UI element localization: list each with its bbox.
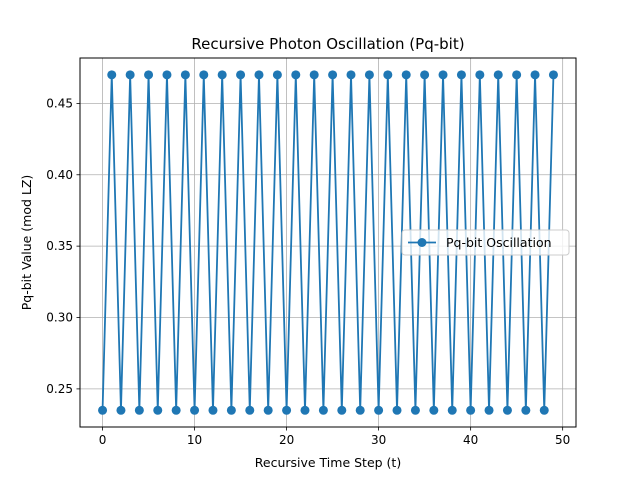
data-point-marker bbox=[309, 70, 319, 80]
data-point-marker bbox=[539, 405, 549, 415]
data-point-marker bbox=[226, 405, 236, 415]
data-point-marker bbox=[447, 405, 457, 415]
data-point-marker bbox=[493, 70, 503, 80]
data-point-marker bbox=[300, 405, 310, 415]
data-point-marker bbox=[190, 405, 200, 415]
legend: Pq-bit Oscillation bbox=[401, 229, 570, 256]
y-tick-label: 0.35 bbox=[46, 239, 73, 253]
data-point-marker bbox=[401, 70, 411, 80]
data-point-marker bbox=[254, 70, 264, 80]
legend-marker-swatch bbox=[417, 238, 427, 247]
data-point-marker bbox=[346, 70, 356, 80]
ticks: 0 10 20 30 40 50 0.25 0.30 0.35 0.40 0.45 bbox=[46, 96, 570, 447]
data-point-marker bbox=[530, 70, 540, 80]
data-point-marker bbox=[383, 70, 393, 80]
x-tick-label: 10 bbox=[187, 433, 202, 447]
data-point-marker bbox=[364, 70, 374, 80]
data-point-marker bbox=[180, 70, 190, 80]
data-point-marker bbox=[245, 405, 255, 415]
x-tick-label: 20 bbox=[279, 433, 294, 447]
data-point-marker bbox=[217, 70, 227, 80]
data-point-marker bbox=[263, 405, 273, 415]
data-point-marker bbox=[125, 70, 135, 80]
legend-box bbox=[401, 229, 570, 256]
y-tick-label: 0.30 bbox=[46, 311, 73, 325]
y-tick-label: 0.40 bbox=[46, 168, 73, 182]
y-tick-label: 0.25 bbox=[46, 382, 73, 396]
data-point-marker bbox=[410, 405, 420, 415]
data-point-marker bbox=[236, 70, 246, 80]
data-point-marker bbox=[456, 70, 466, 80]
data-point-marker bbox=[392, 405, 402, 415]
data-point-marker bbox=[484, 405, 494, 415]
data-point-marker bbox=[98, 405, 108, 415]
data-point-marker bbox=[521, 405, 531, 415]
data-point-marker bbox=[171, 405, 181, 415]
data-point-marker bbox=[548, 70, 558, 80]
data-point-marker bbox=[337, 405, 347, 415]
data-point-marker bbox=[438, 70, 448, 80]
chart-title: Recursive Photon Oscillation (Pq-bit) bbox=[191, 35, 464, 53]
plot-frame bbox=[79, 57, 577, 428]
data-point-marker bbox=[144, 70, 154, 80]
data-point-marker bbox=[328, 70, 338, 80]
x-tick-label: 40 bbox=[463, 433, 478, 447]
data-point-marker bbox=[374, 405, 384, 415]
data-point-marker bbox=[134, 405, 144, 415]
data-point-marker bbox=[153, 405, 163, 415]
data-point-marker bbox=[420, 70, 430, 80]
data-point-marker bbox=[116, 405, 126, 415]
series-layer bbox=[98, 70, 558, 415]
legend-label: Pq-bit Oscillation bbox=[446, 235, 552, 250]
data-point-marker bbox=[502, 405, 512, 415]
series-line bbox=[101, 73, 555, 412]
data-point-marker bbox=[162, 70, 172, 80]
data-point-marker bbox=[282, 405, 292, 415]
data-point-marker bbox=[512, 70, 522, 80]
data-point-marker bbox=[107, 70, 117, 80]
data-point-marker bbox=[466, 405, 476, 415]
data-point-marker bbox=[475, 70, 485, 80]
y-axis-label: Pq-bit Value (mod LZ) bbox=[19, 175, 34, 311]
x-tick-label: 30 bbox=[371, 433, 386, 447]
data-point-marker bbox=[208, 405, 218, 415]
data-point-marker bbox=[291, 70, 301, 80]
x-tick-label: 50 bbox=[555, 433, 570, 447]
data-point-marker bbox=[199, 70, 209, 80]
y-tick-label: 0.45 bbox=[46, 96, 73, 110]
data-point-marker bbox=[355, 405, 365, 415]
data-point-marker bbox=[272, 70, 282, 80]
data-point-marker bbox=[429, 405, 439, 415]
data-point-marker bbox=[318, 405, 328, 415]
x-tick-label: 0 bbox=[99, 433, 107, 447]
x-axis-label: Recursive Time Step (t) bbox=[255, 455, 401, 470]
